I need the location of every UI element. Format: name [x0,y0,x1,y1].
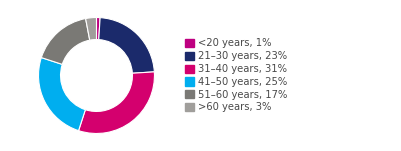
Wedge shape [38,58,85,131]
Wedge shape [85,18,96,40]
Legend: <20 years, 1%, 21–30 years, 23%, 31–40 years, 31%, 41–50 years, 25%, 51–60 years: <20 years, 1%, 21–30 years, 23%, 31–40 y… [184,39,287,112]
Wedge shape [78,72,154,133]
Wedge shape [41,19,89,64]
Wedge shape [99,18,154,73]
Wedge shape [96,18,100,40]
